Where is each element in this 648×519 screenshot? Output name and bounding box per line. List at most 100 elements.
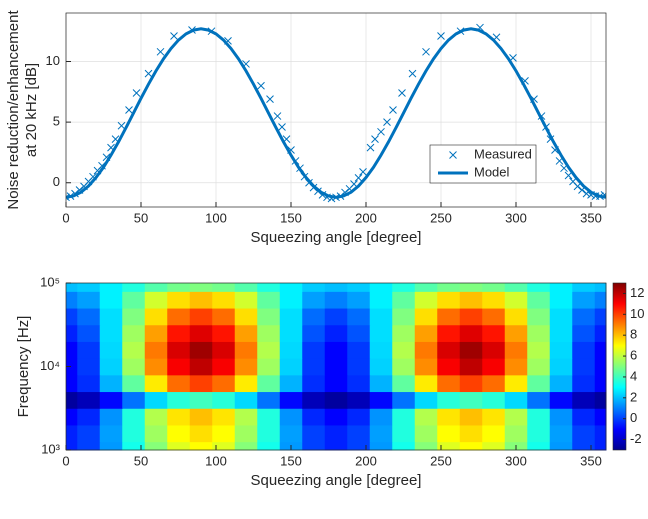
- heatmap-cell: [347, 408, 371, 426]
- heatmap-cell: [167, 291, 191, 309]
- heatmap-cell: [66, 358, 78, 376]
- heatmap-cell: [594, 441, 607, 451]
- measured-point: [408, 69, 417, 78]
- heatmap-cell: [144, 358, 168, 376]
- heatmap-cell: [527, 424, 551, 443]
- heatmap-cell: [99, 324, 123, 342]
- heatmap-cell: [414, 374, 438, 393]
- heatmap-cell: [77, 308, 101, 326]
- heatmap-cell: [77, 291, 101, 309]
- legend-label: Model: [474, 164, 510, 179]
- x-tick-label: 350: [580, 210, 602, 225]
- measured-point: [117, 121, 126, 130]
- y-axis-label: Frequency [Hz]: [15, 316, 32, 418]
- heatmap-cell: [392, 324, 416, 342]
- measured-point: [266, 95, 274, 103]
- measured-point: [273, 112, 282, 120]
- y-tick-label: 0: [53, 174, 60, 189]
- heatmap-cell: [167, 358, 191, 376]
- heatmap-cell: [144, 283, 168, 292]
- heatmap-cell: [257, 408, 281, 426]
- heatmap-cell: [347, 308, 371, 326]
- heatmap-cell: [302, 283, 326, 292]
- heatmap-cell: [482, 441, 506, 451]
- heatmap-cell: [482, 391, 506, 409]
- heatmap-cell: [99, 374, 123, 393]
- measured-point: [359, 167, 367, 176]
- heatmap-cell: [369, 283, 393, 292]
- axes-box: [65, 12, 607, 208]
- heatmap-cell: [369, 441, 393, 451]
- heatmap-cell: [77, 358, 101, 376]
- heatmap-cell: [189, 408, 213, 426]
- colorbar-label: 0: [630, 410, 637, 425]
- heatmap-cell: [99, 391, 123, 409]
- heatmap-cell: [189, 341, 213, 359]
- heatmap-cell: [459, 358, 483, 376]
- heatmap-cell: [504, 374, 528, 393]
- heatmap-cell: [549, 441, 573, 451]
- heatmap-cell: [369, 341, 393, 359]
- measured-point: [383, 118, 391, 126]
- heatmap-cell: [234, 441, 258, 451]
- heatmap-cell: [347, 441, 371, 451]
- heatmap-cell: [302, 308, 326, 326]
- heatmap-cell: [144, 391, 168, 409]
- heatmap-cell: [66, 408, 78, 426]
- heatmap-cell: [144, 341, 168, 359]
- heatmap-cell: [594, 424, 607, 443]
- heatmap-cell: [324, 341, 348, 359]
- heatmap-cell: [279, 324, 303, 342]
- heatmap-cell: [504, 283, 528, 292]
- x-tick-label: 0: [62, 453, 69, 468]
- heatmap-cell: [572, 424, 596, 443]
- heatmap-cell: [122, 283, 146, 292]
- heatmap-cell: [77, 374, 101, 393]
- heatmap-cell: [572, 391, 596, 409]
- heatmap-cell: [594, 391, 607, 409]
- heatmap-cell: [392, 374, 416, 393]
- heatmap-cell: [414, 358, 438, 376]
- legend-marker: [449, 151, 457, 159]
- heatmap-cell: [594, 324, 607, 342]
- heatmap-cell: [347, 283, 371, 292]
- heatmap-cell: [212, 408, 236, 426]
- heatmap-cell: [414, 391, 438, 409]
- heatmap-cell: [66, 324, 78, 342]
- heatmap-cell: [189, 283, 213, 292]
- heatmap-cell: [482, 283, 506, 292]
- heatmap-cell: [144, 374, 168, 393]
- heatmap-cell: [167, 374, 191, 393]
- measured-point: [132, 89, 141, 97]
- heatmap-cell: [212, 424, 236, 443]
- heatmap-cell: [482, 424, 506, 443]
- heatmap-cell: [302, 341, 326, 359]
- legend-label: Measured: [474, 146, 532, 161]
- heatmap-cell: [77, 391, 101, 409]
- x-axis-label: Squeezing angle [degree]: [251, 229, 422, 246]
- heatmap-cell: [504, 291, 528, 309]
- heatmap-cell: [549, 408, 573, 426]
- heatmap-cell: [144, 424, 168, 443]
- heatmap-cell: [279, 283, 303, 292]
- heatmap-cell: [482, 374, 506, 393]
- x-tick-label: 100: [205, 453, 227, 468]
- heatmap-cell: [302, 358, 326, 376]
- heatmap-cell: [167, 308, 191, 326]
- heatmap-cell: [99, 283, 123, 292]
- heatmap-cell: [212, 391, 236, 409]
- heatmap-cell: [572, 341, 596, 359]
- heatmap-cell: [302, 441, 326, 451]
- x-tick-label: 200: [355, 210, 377, 225]
- heatmap-cell: [302, 291, 326, 309]
- heatmap-cell: [369, 374, 393, 393]
- heatmap-cell: [212, 341, 236, 359]
- heatmap-cell: [189, 324, 213, 342]
- heatmap-cell: [414, 283, 438, 292]
- colorbar-label: 4: [630, 368, 637, 383]
- heatmap-cell: [279, 374, 303, 393]
- heatmap-cell: [504, 408, 528, 426]
- heatmap-cell: [369, 408, 393, 426]
- heatmap-cell: [324, 441, 348, 451]
- heatmap-cell: [99, 424, 123, 443]
